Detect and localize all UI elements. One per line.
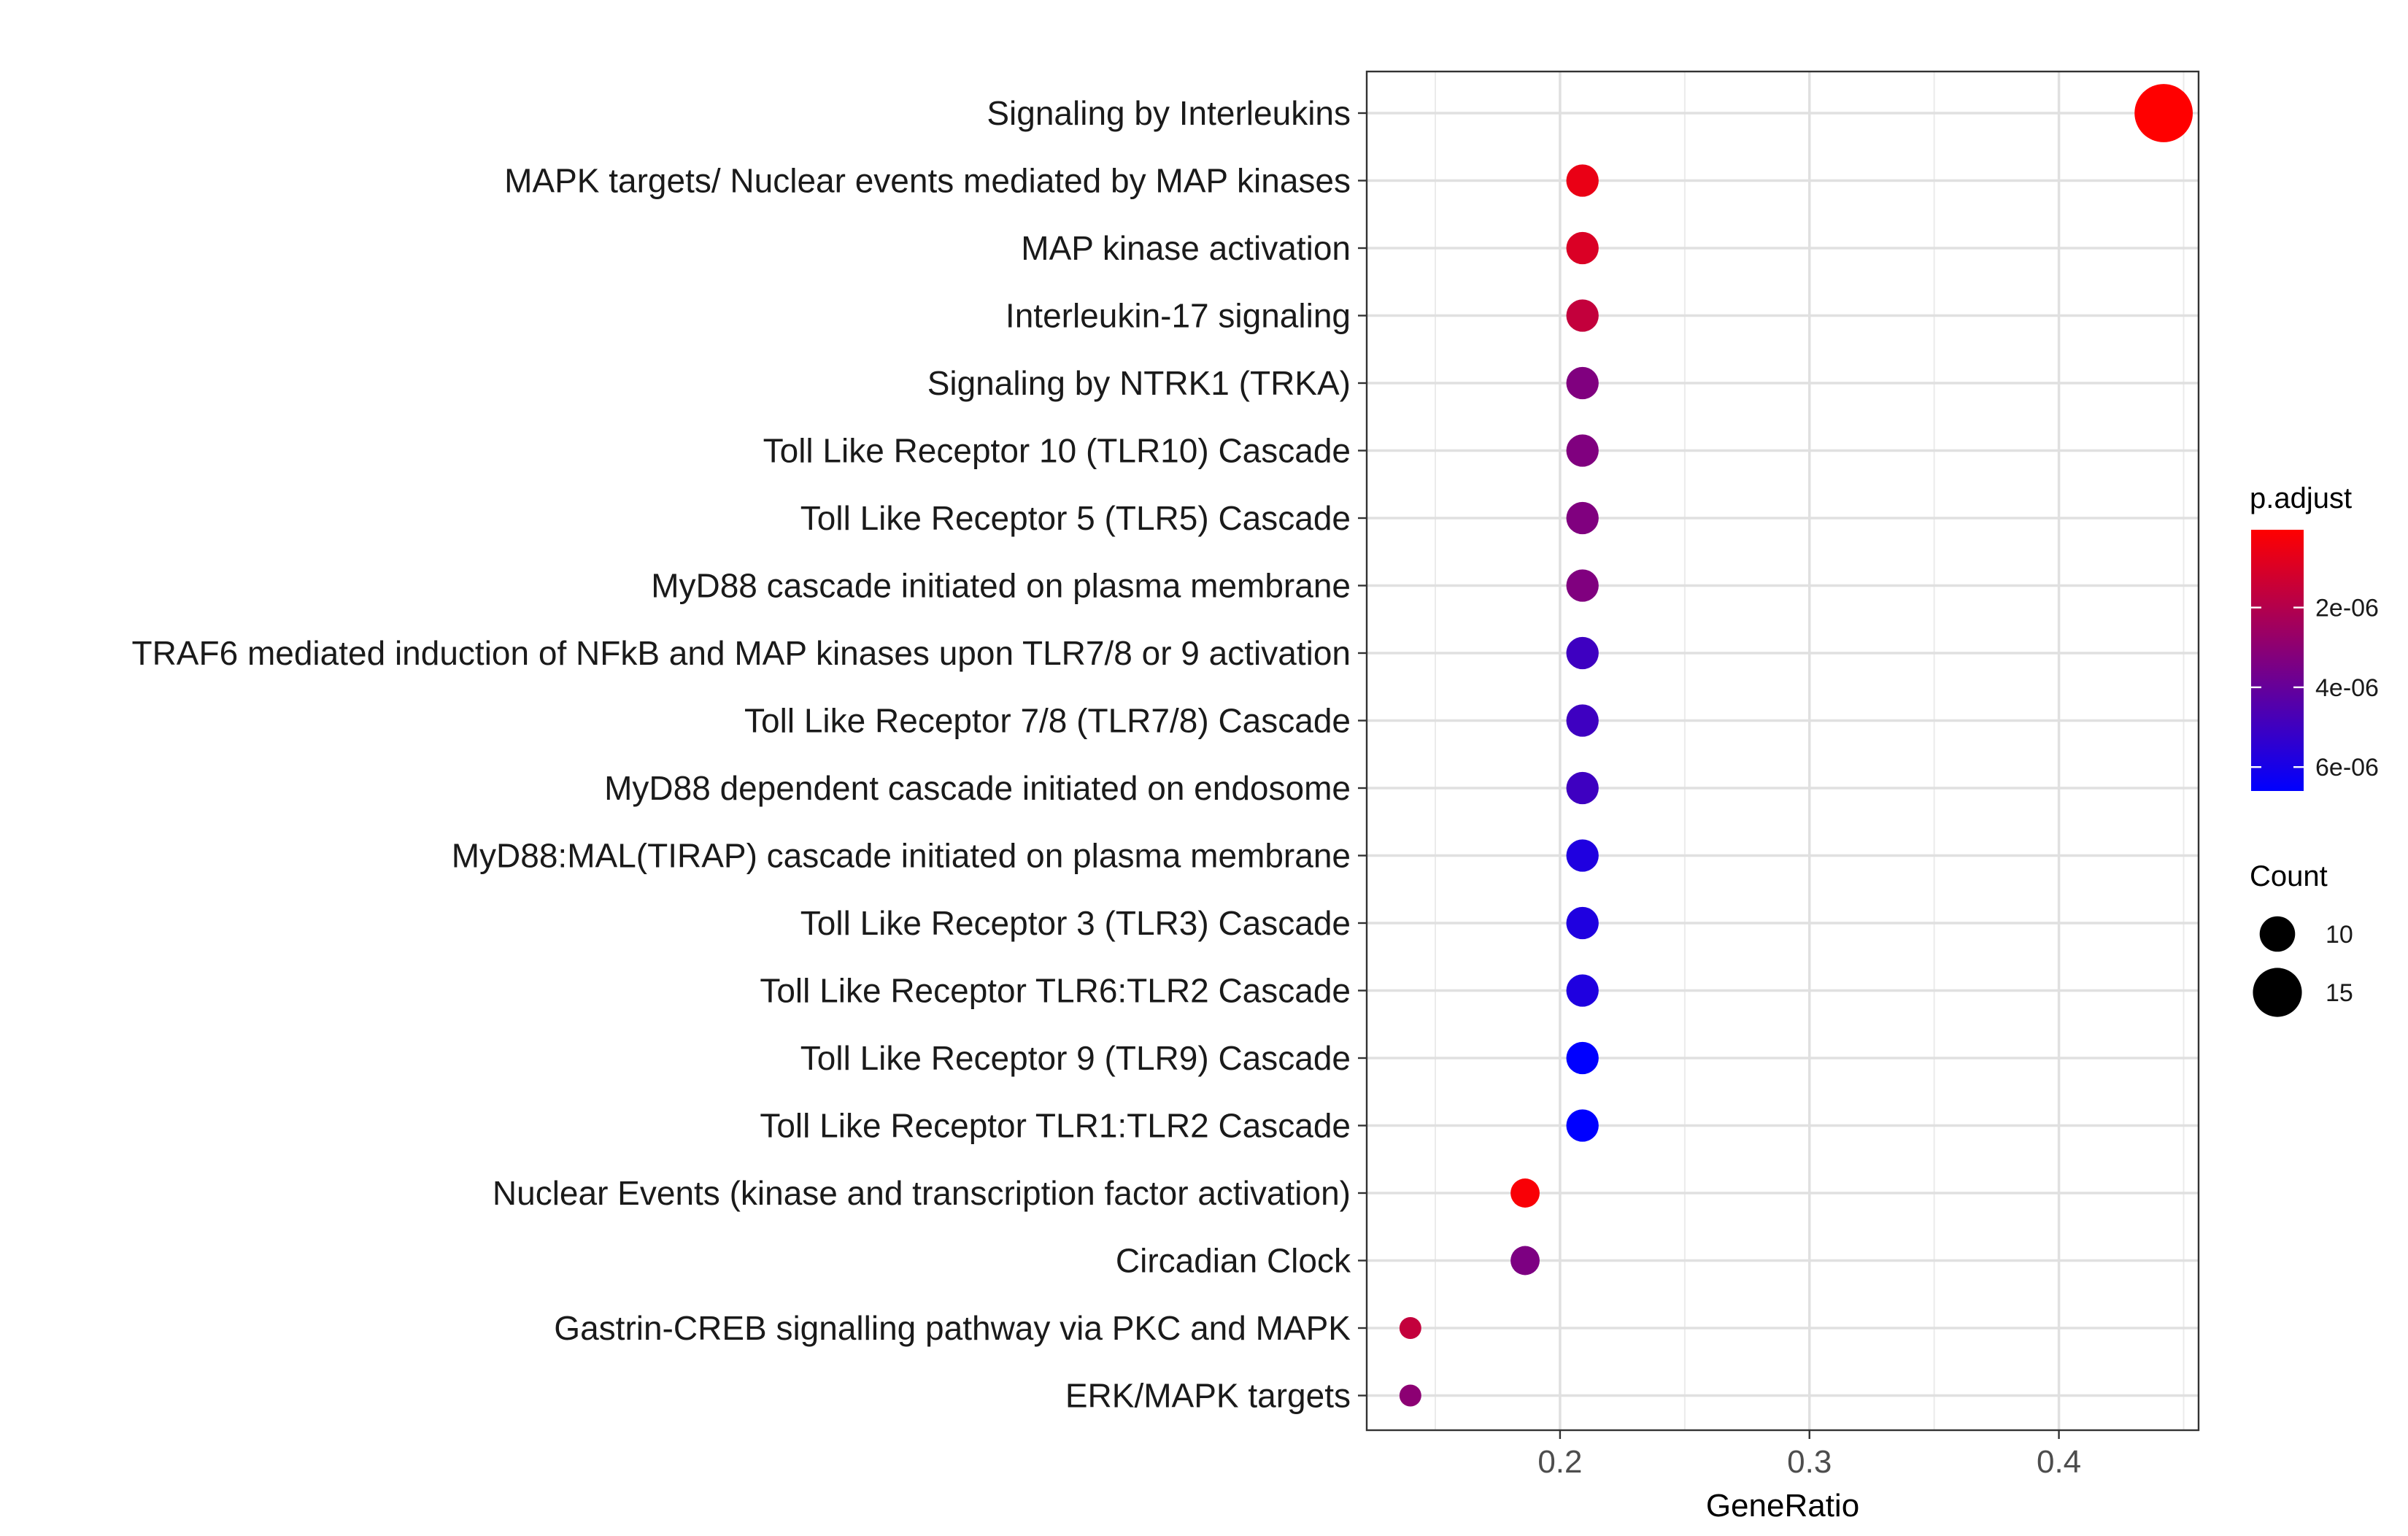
data-point xyxy=(1566,906,1599,940)
y-tick-label: Toll Like Receptor 10 (TLR10) Cascade xyxy=(763,432,1351,470)
color-legend-ticks: 2e-06 4e-06 6e-06 xyxy=(2251,595,2379,781)
data-point xyxy=(1566,164,1599,197)
x-tick-label: 0.4 xyxy=(2037,1444,2081,1480)
y-tick-label: ERK/MAPK targets xyxy=(1065,1377,1351,1415)
grid-lines xyxy=(1367,72,2199,1430)
data-points xyxy=(1399,84,2193,1407)
y-tick-label: Toll Like Receptor TLR1:TLR2 Cascade xyxy=(760,1107,1351,1145)
color-legend: p.adjust 2e-06 4e-06 6e-06 xyxy=(2250,482,2379,791)
data-point xyxy=(1399,1384,1421,1407)
size-legend: Count 10 15 xyxy=(2250,860,2353,1017)
y-tick-label: Signaling by NTRK1 (TRKA) xyxy=(927,364,1351,402)
data-point xyxy=(1399,1317,1421,1339)
size-legend-key xyxy=(2253,968,2302,1017)
data-point xyxy=(1566,434,1599,467)
color-legend-title: p.adjust xyxy=(2250,482,2352,514)
data-point xyxy=(1566,501,1599,535)
color-legend-bar xyxy=(2251,530,2304,791)
y-tick-label: Circadian Clock xyxy=(1116,1242,1351,1280)
data-point xyxy=(1566,569,1599,602)
data-point xyxy=(1566,974,1599,1007)
y-tick-label: Toll Like Receptor 5 (TLR5) Cascade xyxy=(800,499,1351,537)
data-point xyxy=(1510,1246,1540,1276)
y-tick-label: Interleukin-17 signaling xyxy=(1006,297,1351,335)
x-tick-label: 0.3 xyxy=(1787,1444,1832,1480)
y-tick-label: Toll Like Receptor 7/8 (TLR7/8) Cascade xyxy=(744,702,1351,740)
y-tick-label: Gastrin-CREB signalling pathway via PKC … xyxy=(554,1309,1351,1347)
size-legend-label: 15 xyxy=(2326,979,2353,1007)
size-legend-title: Count xyxy=(2250,860,2328,892)
data-point xyxy=(1566,636,1599,670)
data-point xyxy=(1566,1041,1599,1075)
y-tick-label: MyD88 cascade initiated on plasma membra… xyxy=(651,567,1351,605)
data-point xyxy=(1510,1178,1540,1208)
color-legend-tick-label: 4e-06 xyxy=(2315,674,2379,702)
y-tick-label: MyD88 dependent cascade initiated on end… xyxy=(604,769,1351,807)
data-point xyxy=(1566,771,1599,805)
y-tick-label: MyD88:MAL(TIRAP) cascade initiated on pl… xyxy=(452,837,1351,875)
size-legend-items: 10 15 xyxy=(2253,916,2353,1017)
data-point xyxy=(1566,1109,1599,1142)
data-point xyxy=(2134,84,2193,142)
size-legend-label: 10 xyxy=(2326,921,2353,949)
y-tick-label: Signaling by Interleukins xyxy=(987,94,1351,132)
color-legend-tick-label: 6e-06 xyxy=(2315,754,2379,781)
y-tick-label: Toll Like Receptor 3 (TLR3) Cascade xyxy=(800,904,1351,942)
data-point xyxy=(1566,366,1599,400)
y-tick-label: Nuclear Events (kinase and transcription… xyxy=(493,1174,1351,1212)
plot-panel-background xyxy=(1367,72,2199,1430)
y-tick-label: MAP kinase activation xyxy=(1021,229,1351,267)
y-tick-label: Toll Like Receptor 9 (TLR9) Cascade xyxy=(800,1039,1351,1077)
data-point xyxy=(1566,231,1599,265)
data-point xyxy=(1566,839,1599,872)
plot-panel-border xyxy=(1365,70,2200,1432)
y-tick-label: TRAF6 mediated induction of NFkB and MAP… xyxy=(131,634,1351,672)
size-legend-key xyxy=(2259,916,2296,952)
x-tick-label: 0.2 xyxy=(1537,1444,1582,1480)
data-point xyxy=(1566,704,1599,737)
y-axis: Signaling by Interleukins MAPK targets/ N… xyxy=(131,94,1367,1415)
x-axis: 0.2 0.3 0.4 xyxy=(1537,1430,2081,1480)
x-axis-title: GeneRatio xyxy=(1706,1488,1859,1524)
y-tick-label: Toll Like Receptor TLR6:TLR2 Cascade xyxy=(760,972,1351,1010)
data-point xyxy=(1566,299,1599,332)
color-legend-tick-label: 2e-06 xyxy=(2315,595,2379,622)
y-tick-label: MAPK targets/ Nuclear events mediated by… xyxy=(504,162,1351,200)
